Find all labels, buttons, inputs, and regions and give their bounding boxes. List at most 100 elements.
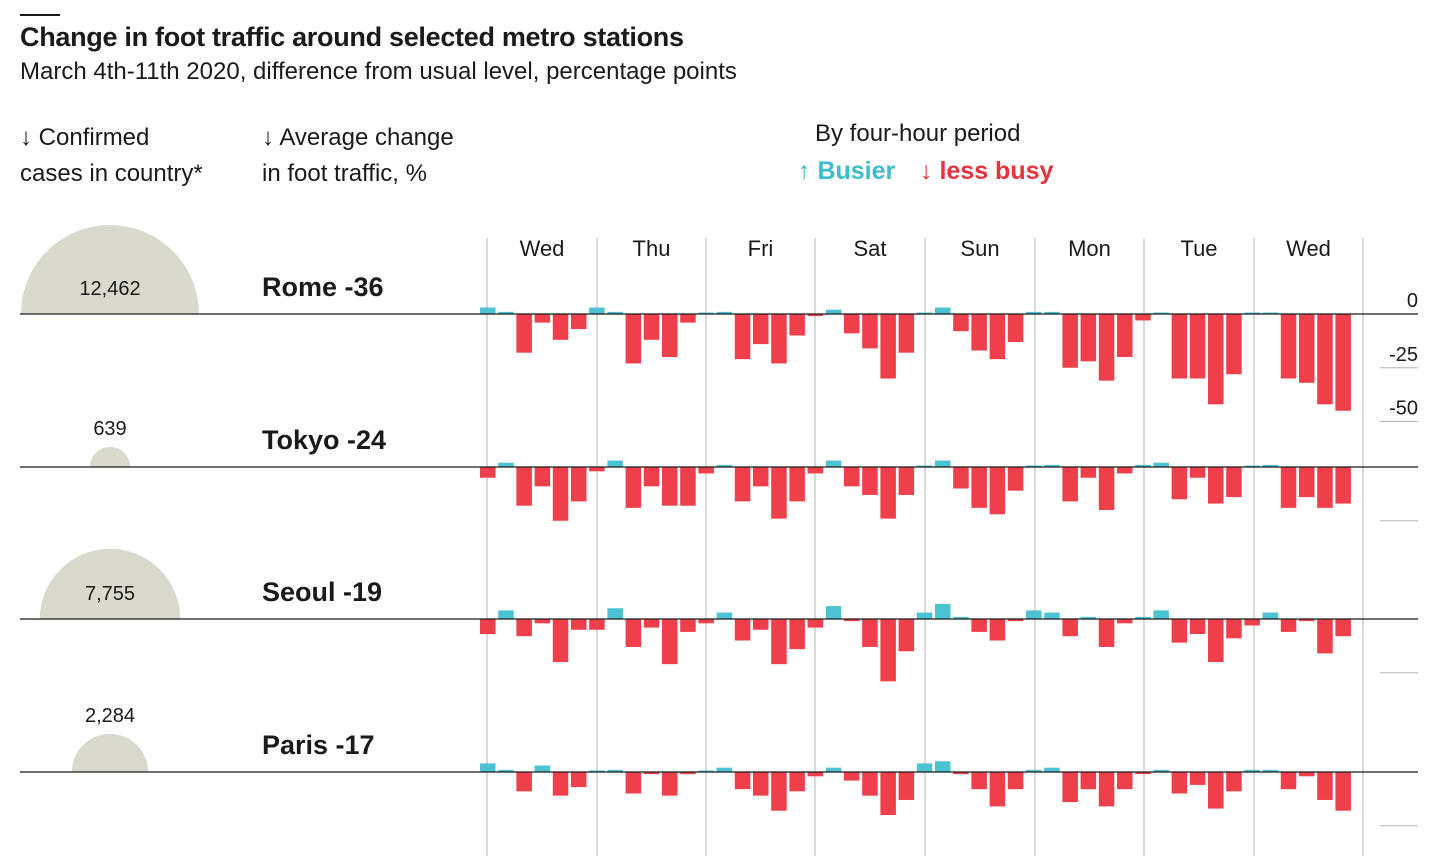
bar-tokyo-3 (534, 467, 551, 487)
bar-tokyo-20 (844, 467, 860, 487)
bar-paris-13 (716, 767, 733, 772)
bar-rome-1 (498, 311, 514, 314)
bar-rome-19 (825, 309, 842, 314)
bar-tokyo-29 (1007, 467, 1024, 491)
bar-tokyo-42 (1244, 465, 1260, 467)
bar-tokyo-13 (716, 464, 733, 467)
bar-rome-5 (571, 314, 587, 330)
bar-seoul-25 (935, 603, 951, 619)
bar-tokyo-16 (771, 467, 787, 519)
bar-tokyo-39 (1189, 467, 1206, 478)
bar-rome-14 (734, 314, 751, 360)
bar-seoul-14 (734, 619, 751, 641)
day-label-sun-4: Sun (960, 236, 999, 261)
bar-tokyo-33 (1080, 467, 1097, 478)
bar-paris-44 (1280, 772, 1297, 790)
bar-seoul-34 (1098, 619, 1115, 647)
bar-seoul-11 (680, 619, 696, 632)
bar-rome-3 (534, 314, 551, 323)
day-label-thu-1: Thu (633, 236, 671, 261)
bar-seoul-23 (898, 619, 915, 652)
bar-tokyo-45 (1299, 467, 1315, 498)
bar-rome-47 (1335, 314, 1351, 411)
bar-paris-1 (498, 769, 514, 772)
bar-seoul-40 (1208, 619, 1224, 662)
bar-rome-34 (1098, 314, 1115, 381)
bar-tokyo-1 (498, 462, 514, 467)
day-label-mon-5: Mon (1068, 236, 1111, 261)
bar-paris-17 (789, 772, 805, 792)
bar-seoul-46 (1317, 619, 1333, 654)
bar-seoul-16 (771, 619, 787, 665)
bar-seoul-2 (516, 619, 532, 637)
chart-title: Change in foot traffic around selected m… (20, 22, 684, 52)
bar-paris-10 (662, 772, 678, 796)
bar-rome-15 (753, 314, 769, 345)
bar-seoul-45 (1299, 619, 1315, 622)
bar-rome-10 (662, 314, 678, 357)
y-tick-label-0: 0 (1407, 290, 1418, 312)
bar-seoul-42 (1244, 619, 1260, 626)
bar-tokyo-23 (898, 467, 915, 495)
bar-seoul-13 (716, 612, 733, 619)
bar-paris-32 (1062, 772, 1078, 803)
bar-rome-29 (1007, 314, 1024, 342)
cases-header-line-1: ↓ Confirmed (20, 124, 150, 151)
bar-seoul-27 (971, 619, 987, 632)
bar-seoul-30 (1026, 610, 1042, 619)
bar-rome-42 (1244, 312, 1260, 314)
bar-tokyo-0 (480, 467, 496, 478)
bar-rome-28 (989, 314, 1006, 360)
bar-rome-0 (480, 307, 496, 314)
bar-paris-18 (807, 772, 824, 777)
bar-tokyo-12 (698, 467, 714, 474)
bar-seoul-31 (1044, 612, 1060, 619)
bar-rome-26 (953, 314, 969, 332)
bar-seoul-39 (1189, 619, 1206, 635)
bar-rome-8 (625, 314, 642, 364)
city-label-tokyo: Tokyo -24 (262, 425, 386, 455)
bar-tokyo-21 (862, 467, 878, 495)
bar-seoul-35 (1117, 619, 1133, 624)
bar-tokyo-27 (971, 467, 987, 508)
bar-paris-16 (771, 772, 787, 811)
cases-semicircle-tokyo (89, 446, 131, 467)
bar-tokyo-4 (552, 467, 569, 521)
bar-seoul-29 (1007, 619, 1024, 622)
bar-paris-47 (1335, 772, 1351, 811)
average-header-line-2: in foot traffic, % (262, 160, 427, 187)
cases-semicircle-seoul (39, 548, 181, 619)
bar-rome-38 (1171, 314, 1188, 379)
title-rule (20, 14, 60, 16)
bar-seoul-15 (753, 619, 769, 630)
bar-paris-14 (734, 772, 751, 790)
bar-rome-45 (1299, 314, 1315, 383)
bar-paris-30 (1026, 769, 1042, 772)
bar-paris-28 (989, 772, 1006, 807)
bar-rome-36 (1135, 314, 1151, 321)
bar-seoul-41 (1226, 619, 1242, 639)
bar-tokyo-30 (1026, 465, 1042, 467)
bar-tokyo-34 (1098, 467, 1115, 510)
city-label-paris: Paris -17 (262, 730, 375, 760)
bar-tokyo-7 (607, 460, 623, 467)
bar-rome-20 (844, 314, 860, 334)
bar-seoul-7 (607, 608, 623, 619)
bar-seoul-24 (916, 612, 933, 619)
bar-tokyo-24 (916, 465, 933, 467)
cases-value-paris: 2,284 (85, 705, 135, 727)
legend-less-busy: ↓ less busy (920, 157, 1054, 185)
bar-paris-36 (1135, 772, 1151, 775)
cases-column-header: ↓ Confirmed cases in country* (20, 120, 203, 192)
bar-seoul-36 (1135, 616, 1151, 619)
bar-rome-11 (680, 314, 696, 323)
bar-paris-4 (552, 772, 569, 796)
bar-paris-24 (916, 763, 933, 772)
bar-tokyo-26 (953, 467, 969, 489)
bar-rome-24 (916, 312, 933, 314)
bar-paris-39 (1189, 772, 1206, 785)
bar-rome-22 (880, 314, 896, 379)
bar-tokyo-17 (789, 467, 805, 502)
bar-seoul-33 (1080, 616, 1097, 619)
